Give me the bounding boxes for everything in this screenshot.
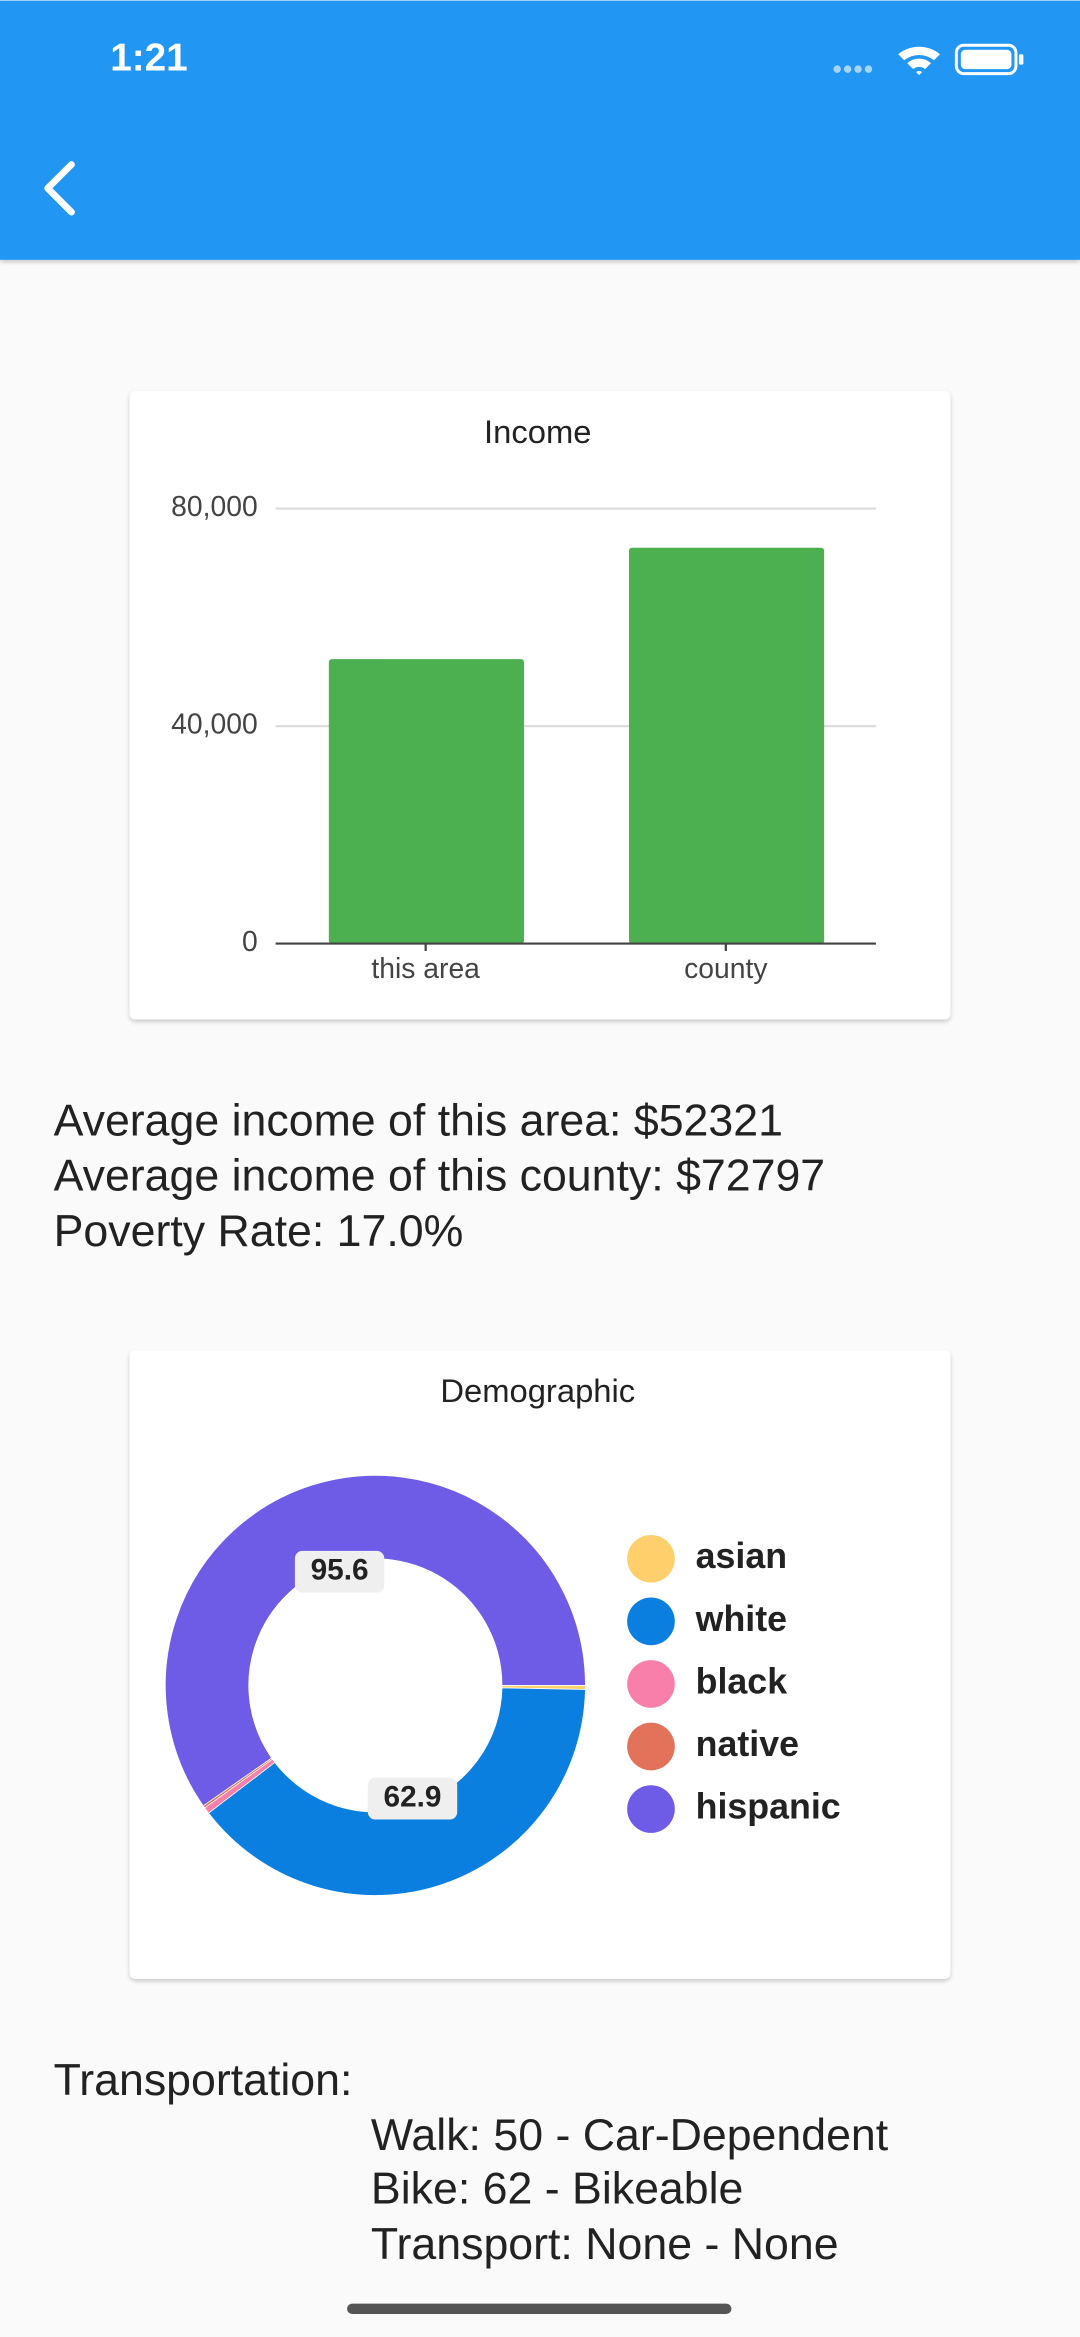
data-label: 62.9 [384, 1781, 442, 1814]
x-tick-label: county [684, 952, 768, 984]
legend-label: black [696, 1661, 788, 1701]
legend-label: native [696, 1724, 799, 1764]
income-line: Average income of this area: $52321 [54, 1097, 783, 1146]
status-time: 1:21 [110, 36, 188, 79]
y-tick-label: 0 [242, 925, 258, 957]
legend-swatch [627, 1534, 675, 1583]
y-tick-label: 80,000 [171, 490, 258, 522]
legend-label: white [695, 1599, 787, 1639]
legend-label: asian [696, 1536, 787, 1576]
home-indicator [347, 2303, 732, 2315]
income-line: Average income of this county: $72797 [54, 1152, 826, 1201]
chart-title: Demographic [440, 1372, 635, 1409]
chart-title: Income [484, 413, 591, 450]
transport-line: Transport: None - None [371, 2220, 839, 2269]
legend-swatch [627, 1597, 675, 1646]
y-tick-label: 40,000 [171, 708, 258, 740]
legend-swatch [627, 1660, 675, 1708]
status-icons [833, 43, 1024, 76]
bar [629, 547, 825, 944]
transport-line: Bike: 62 - Bikeable [371, 2165, 743, 2214]
x-tick-label: this area [371, 952, 480, 984]
app-bar [0, 0, 1080, 260]
legend-swatch [627, 1722, 675, 1771]
transport-line: Walk: 50 - Car-Dependent [371, 2111, 889, 2160]
bar [328, 659, 524, 944]
legend-label: hispanic [696, 1786, 841, 1826]
legend-swatch [627, 1785, 675, 1833]
transport-title: Transportation: [54, 2056, 353, 2105]
data-label-bg [367, 1777, 458, 1820]
back-button[interactable] [44, 161, 75, 216]
data-label-bg [294, 1550, 385, 1593]
data-label: 95.6 [311, 1554, 369, 1587]
poverty-line: Poverty Rate: 17.0% [54, 1207, 464, 1256]
donut-slice [165, 1475, 586, 1807]
